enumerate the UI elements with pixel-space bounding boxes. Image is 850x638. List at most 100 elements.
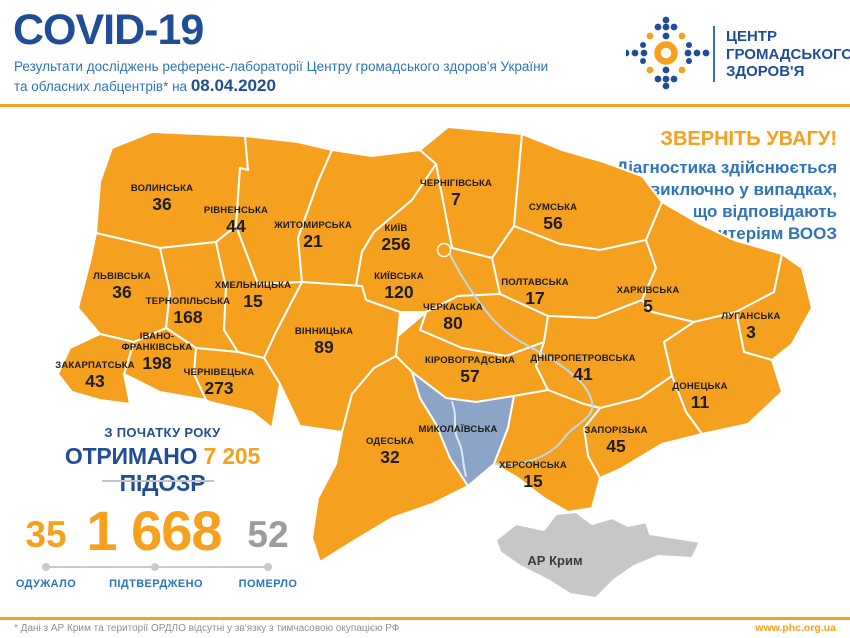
attention-title: ЗВЕРНІТЬ УВАГУ!: [660, 128, 837, 150]
subtitle-line1: Результати досліджень референс-лаборатор…: [14, 59, 549, 74]
region-name: ХМЕЛЬНИЦЬКА: [214, 280, 292, 291]
region-case-count: 57: [460, 366, 480, 386]
stat-dot-died: [264, 563, 272, 571]
logo-separator: [713, 26, 715, 82]
map-region-label: ХМЕЛЬНИЦЬКА 15: [215, 280, 291, 311]
map-region-label: КИЇВ 256: [381, 223, 410, 254]
region-shape-zakarpattia: [57, 333, 135, 405]
map-region-label: ІВАНО- ФРАНКІВСЬКА 198: [122, 331, 193, 373]
region-name: ЧЕРНІГІВСЬКА: [419, 178, 493, 189]
map-region-label: ХАРКІВСЬКА 5: [617, 285, 680, 316]
region-case-count: 56: [543, 213, 563, 233]
stat-recovered-label: ОДУЖАЛО: [15, 578, 77, 590]
region-name: ЛУГАНСЬКА: [721, 311, 781, 322]
region-name: КІРОВОГРАДСЬКА: [424, 355, 516, 366]
region-name: ТЕРНОПІЛЬСЬКА: [145, 296, 231, 307]
map-region-label: ЧЕРКАСЬКА 80: [423, 302, 483, 333]
dnipro-river: [445, 245, 594, 466]
region-case-count: 21: [303, 231, 323, 251]
region-name: ХАРКІВСЬКА: [616, 285, 680, 296]
map-region-label: ТЕРНОПІЛЬСЬКА 168: [146, 296, 230, 327]
attention-note: ЗВЕРНІТЬ УВАГУ! Діагностика здійснюється…: [616, 128, 837, 243]
suspicions-block: З ПОЧАТКУ РОКУ ОТРИМАНО 7 205 ПІДОЗР: [20, 425, 305, 497]
stat-died-label: ПОМЕРЛО: [238, 578, 298, 590]
buh-river: [451, 401, 467, 477]
stat-dot-confirmed: [151, 563, 159, 571]
region-name: ЗАКАРПАТСЬКА: [55, 360, 135, 371]
suspicions-headline: ОТРИМАНО 7 205 ПІДОЗР: [64, 443, 261, 496]
region-name: ПОЛТАВСЬКА: [501, 277, 569, 288]
region-case-count: 43: [85, 371, 105, 391]
region-case-count: 45: [606, 436, 626, 456]
region-case-count: 80: [443, 313, 463, 333]
region-name: ЛЬВІВСЬКА: [93, 271, 151, 282]
region-case-count: 17: [525, 288, 545, 308]
region-name: ХЕРСОНСЬКА: [499, 460, 567, 471]
map-region-label: РІВНЕНСЬКА 44: [204, 205, 268, 236]
crimea-label: АР Крим: [527, 553, 583, 568]
region-name: РІВНЕНСЬКА: [203, 205, 269, 216]
region-name: ДОНЕЦЬКА: [672, 381, 728, 392]
stat-dot-recovered: [42, 563, 50, 571]
region-case-count: 5: [643, 296, 653, 316]
region-case-count: 36: [112, 282, 132, 302]
region-shape-donetsk: [663, 311, 783, 435]
map-region-label: СУМСЬКА 56: [529, 202, 577, 233]
map-region-label: ПОЛТАВСЬКА 17: [501, 277, 569, 308]
map-region-label: ВІННИЦЬКА 89: [295, 326, 353, 357]
region-shape-crimea: [495, 511, 701, 599]
region-name: ВІННИЦЬКА: [294, 326, 354, 337]
footer-note: * Дані з АР Крим та території ОРДЛО відс…: [14, 623, 400, 634]
region-shape-kherson: [493, 389, 601, 513]
region-shape-chernivtsi: [193, 347, 281, 429]
footer-divider: [0, 617, 850, 620]
suspicions-divider: [102, 480, 214, 482]
region-case-count: 89: [314, 337, 334, 357]
map-region-label: КИЇВСЬКА 120: [374, 271, 424, 302]
region-case-count: 36: [152, 194, 172, 214]
region-name: ДНІПРОПЕТРОВСЬКА: [530, 353, 636, 364]
map-region-label: ДНІПРОПЕТРОВСЬКА 41: [530, 353, 635, 384]
page-title: COVID-19: [13, 6, 204, 54]
map-region-label: ВОЛИНСЬКА 36: [131, 183, 193, 214]
region-case-count: 256: [381, 234, 411, 254]
phc-logo-icon: [626, 16, 710, 90]
map-region-label: ЖИТОМИРСЬКА 21: [274, 220, 352, 251]
kyiv-city-marker: [436, 242, 452, 258]
header-divider: [0, 104, 850, 107]
stat-recovered-value: 35: [25, 514, 67, 555]
map-region-label: МИКОЛАЇВСЬКА: [418, 424, 497, 435]
map-region-label: ЗАПОРІЗЬКА 45: [584, 425, 647, 456]
subtitle: Результати досліджень референс-лаборатор…: [14, 57, 548, 96]
region-name: ЗАПОРІЗЬКА: [584, 425, 648, 436]
region-name: ЧЕРКАСЬКА: [423, 302, 483, 313]
stat-died-value: 52: [247, 514, 289, 555]
footer-url-link[interactable]: www.phc.org.ua: [755, 622, 836, 634]
region-name: ВОЛИНСЬКА: [130, 183, 194, 194]
region-case-count: 168: [173, 307, 203, 327]
region-case-count: 120: [384, 282, 414, 302]
region-case-count: 41: [573, 364, 593, 384]
map-region-label: ЧЕРНІВЕЦЬКА 273: [184, 367, 255, 398]
subtitle-line2: та обласних лабцентрів* на 08.04.2020: [14, 76, 276, 95]
map-region-label: ЗАКАРПАТСЬКА 43: [55, 360, 135, 391]
suspicions-count: 7 205: [203, 443, 261, 469]
suspicions-period: З ПОЧАТКУ РОКУ: [104, 425, 221, 440]
stat-confirmed-label: ПІДТВЕРДЖЕНО: [109, 578, 203, 590]
report-date: 08.04.2020: [190, 76, 276, 95]
region-name: ЖИТОМИРСЬКА: [274, 220, 352, 231]
region-name: КИЇВСЬКА: [374, 271, 424, 282]
region-name: СУМСЬКА: [528, 202, 578, 213]
region-case-count: 11: [690, 392, 710, 412]
map-region-label: КІРОВОГРАДСЬКА 57: [425, 355, 515, 386]
map-region-label: ДОНЕЦЬКА 11: [672, 381, 727, 412]
region-case-count: 32: [380, 447, 400, 467]
region-case-count: 44: [226, 216, 246, 236]
region-case-count: 15: [523, 471, 543, 491]
region-case-count: 7: [451, 189, 461, 209]
map-region-label: ХЕРСОНСЬКА 15: [499, 460, 567, 491]
map-region-label: ЧЕРНІГІВСЬКА 7: [420, 178, 492, 209]
region-case-count: 15: [243, 291, 263, 311]
